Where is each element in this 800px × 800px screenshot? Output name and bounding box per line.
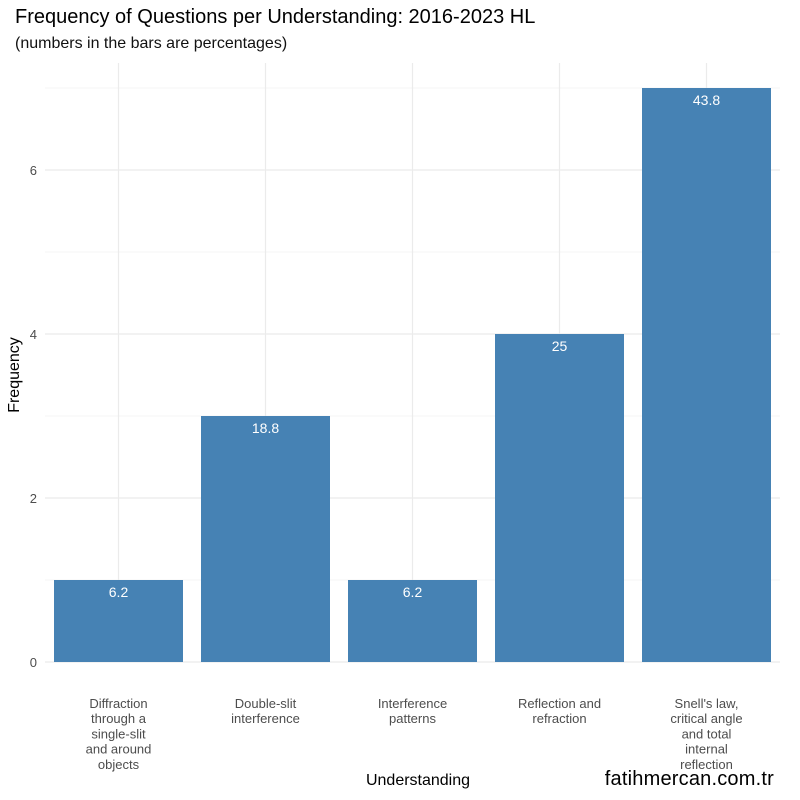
bar: [495, 334, 624, 662]
x-tick-label: Interference patterns: [378, 696, 447, 726]
x-tick-label: Diffraction through a single-slit and aroun…: [86, 696, 152, 772]
x-tick-label-line: Reflection and: [518, 696, 601, 711]
data-label: 25: [552, 338, 568, 354]
x-tick-label-line: Diffraction: [89, 696, 147, 711]
data-label: 6.2: [403, 584, 423, 600]
y-axis-label: Frequency: [6, 337, 23, 413]
y-tick-label: 0: [30, 655, 37, 670]
x-tick-label-line: through a: [91, 711, 147, 726]
x-tick-label-line: objects: [98, 757, 140, 772]
data-label: 6.2: [109, 584, 129, 600]
x-tick-label: Double-slit interference: [231, 696, 300, 726]
y-tick-label: 2: [30, 491, 37, 506]
bar: [54, 580, 183, 662]
bar: [348, 580, 477, 662]
data-label: 43.8: [693, 92, 720, 108]
data-label: 18.8: [252, 420, 279, 436]
y-tick-label: 4: [30, 327, 37, 342]
data-labels: 6.2 18.8 6.2 25 43.8: [109, 92, 721, 600]
x-tick-label-line: and around: [86, 742, 152, 757]
chart-subtitle: (numbers in the bars are percentages): [15, 35, 288, 52]
x-tick-label-line: patterns: [389, 711, 436, 726]
x-tick-label-line: reflection: [680, 757, 733, 772]
y-tick-label: 6: [30, 163, 37, 178]
bar: [642, 88, 771, 662]
x-tick-label-line: Double-slit: [235, 696, 297, 711]
x-tick-label: Reflection and refraction: [518, 696, 601, 726]
x-tick-label-line: critical angle: [670, 711, 742, 726]
x-tick-label-line: interference: [231, 711, 300, 726]
x-tick-label-line: and total: [682, 726, 732, 741]
bars: [54, 88, 771, 662]
x-tick-label-line: single-slit: [91, 726, 146, 741]
x-tick-label-line: Snell's law,: [675, 696, 739, 711]
x-tick-label-line: refraction: [532, 711, 586, 726]
x-tick-label-line: internal: [685, 742, 728, 757]
x-axis-label: Understanding: [365, 772, 471, 789]
x-tick-label-line: Interference: [378, 696, 447, 711]
y-axis-ticks: 0 2 4 6: [30, 163, 37, 670]
bar: [201, 416, 330, 662]
x-axis-ticks: Diffraction through a single-slit and aroun…: [86, 696, 743, 772]
watermark: fatihmercan.com.tr: [604, 768, 774, 790]
chart-title: Frequency of Questions per Understanding…: [15, 6, 536, 28]
x-tick-label: Snell's law, critical angle and total inter…: [670, 696, 742, 772]
